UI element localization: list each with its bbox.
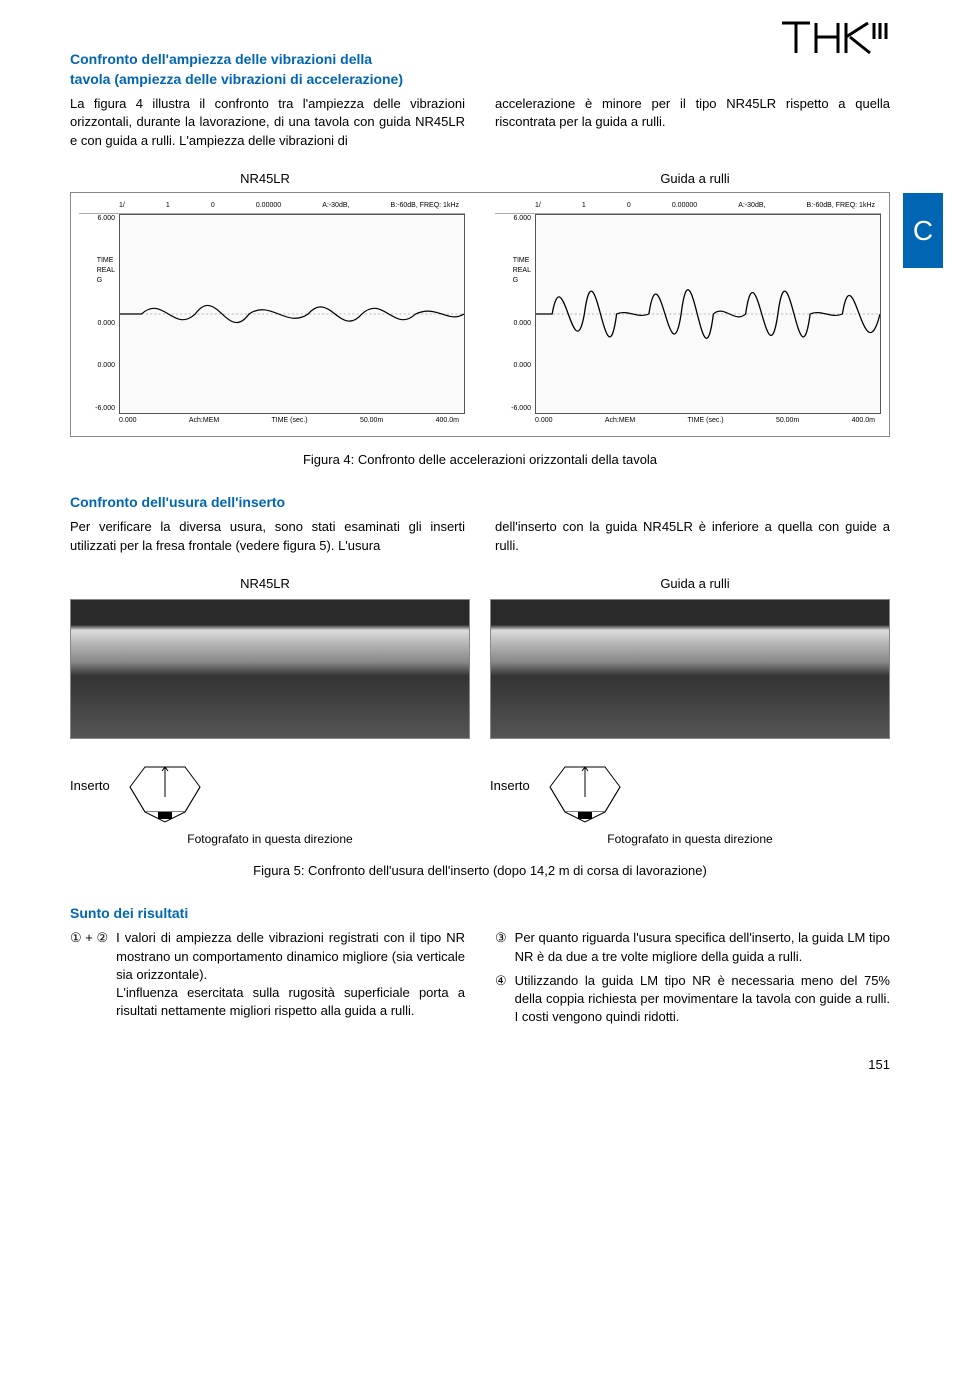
result-text-12: I valori di ampiezza delle vibrazioni re… (116, 929, 465, 1020)
result-item-12: ① + ② I valori di ampiezza delle vibrazi… (70, 929, 465, 1020)
result-item-4: ④ Utilizzando la guida LM tipo NR è nece… (495, 972, 890, 1027)
yl-bot: -6.000 (95, 404, 115, 414)
section2-para-left: Per verificare la diversa usura, sono st… (70, 518, 465, 554)
ctr0: 1/ (535, 201, 541, 211)
insert-label-left: Inserto (70, 757, 110, 795)
yr-top: 6.000 (513, 214, 531, 224)
insert-right: Inserto (490, 757, 890, 827)
ctr4: A:-30dB, (738, 201, 765, 211)
insert-diagram-right (540, 757, 630, 827)
section2-para-right: dell'inserto con la guida NR45LR è infer… (495, 518, 890, 554)
section1-title: Confronto dell'ampiezza delle vibrazioni… (70, 50, 890, 89)
photo-dir-right: Fotografato in questa direzione (490, 831, 890, 848)
insert-diagram-left (120, 757, 210, 827)
page-number: 151 (70, 1056, 890, 1074)
chart-right-label: Guida a rulli (500, 170, 890, 188)
result-text-3: Per quanto riguarda l'usura specifica de… (515, 929, 890, 965)
cbr0: 0.000 (535, 416, 553, 426)
result-item-3: ③ Per quanto riguarda l'usura specifica … (495, 929, 890, 965)
yr-bot: -6.000 (511, 404, 531, 414)
figure4-charts: C 1/ 1 0 0.00000 A:-30dB, B:-60dB, FREQ:… (70, 192, 890, 437)
cbr2: TIME (sec.) (687, 416, 723, 426)
section1-title-line2: tavola (ampiezza delle vibrazioni di acc… (70, 71, 403, 87)
yl-z1: 0.000 (97, 319, 115, 329)
figure5-caption: Figura 5: Confronto dell'usura dell'inse… (70, 862, 890, 880)
chart-left-ylabels: 6.000 TIME REAL G 0.000 0.000 -6.000 (79, 214, 119, 414)
chart-left-top: 1/ 1 0 0.00000 A:-30dB, B:-60dB, FREQ: 1… (79, 201, 465, 214)
results-columns: ① + ② I valori di ampiezza delle vibrazi… (70, 929, 890, 1032)
ctr2: 0 (627, 201, 631, 211)
yr-z1: 0.000 (513, 319, 531, 329)
photo-direction-row: Fotografato in questa direzione Fotograf… (70, 831, 890, 848)
cbl4: 400.0m (436, 416, 459, 426)
cbr3: 50.00m (776, 416, 799, 426)
result-text-4: Utilizzando la guida LM tipo NR è necess… (515, 972, 890, 1027)
chart-right-bottom: 0.000 Ach:MEM TIME (sec.) 50.00m 400.0m (495, 414, 881, 426)
yl-z2: 0.000 (97, 361, 115, 371)
cbl1: Ach:MEM (189, 416, 219, 426)
chart-right-top: 1/ 1 0 0.00000 A:-30dB, B:-60dB, FREQ: 1… (495, 201, 881, 214)
chart-headers: NR45LR Guida a rulli (70, 170, 890, 188)
figure5-photos (70, 599, 890, 739)
section-tab: C (903, 193, 943, 268)
photo-headers: NR45LR Guida a rulli (70, 575, 890, 593)
result-num-4: ④ (495, 972, 507, 1027)
insert-left: Inserto (70, 757, 470, 827)
yl-title: TIME REAL G (97, 256, 115, 285)
section1-para-left: La figura 4 illustra il confronto tra l'… (70, 95, 465, 150)
cbl2: TIME (sec.) (271, 416, 307, 426)
photo-left-label: NR45LR (70, 575, 460, 593)
results-heading: Sunto dei risultati (70, 904, 890, 924)
chart-left-label: NR45LR (70, 170, 460, 188)
chart-right-ylabels: 6.000 TIME REAL G 0.000 0.000 -6.000 (495, 214, 535, 414)
ctr3: 0.00000 (672, 201, 697, 211)
yl-top: 6.000 (97, 214, 115, 224)
result-num-3: ③ (495, 929, 507, 965)
photo-right-label: Guida a rulli (500, 575, 890, 593)
section2-body: Per verificare la diversa usura, sono st… (70, 518, 890, 554)
ctl0: 1/ (119, 201, 125, 211)
ctr5: B:-60dB, FREQ: 1kHz (807, 201, 875, 211)
chart-left-plot (119, 214, 465, 414)
chart-right-plot (535, 214, 881, 414)
insert-label-right: Inserto (490, 757, 530, 795)
ctl1: 1 (166, 201, 170, 211)
yr-z2: 0.000 (513, 361, 531, 371)
ctl4: A:-30dB, (322, 201, 349, 211)
cbl0: 0.000 (119, 416, 137, 426)
chart-left-bottom: 0.000 Ach:MEM TIME (sec.) 50.00m 400.0m (79, 414, 465, 426)
result-num-12: ① + ② (70, 929, 108, 1020)
cbr4: 400.0m (852, 416, 875, 426)
ctl3: 0.00000 (256, 201, 281, 211)
section1-para-right: accelerazione è minore per il tipo NR45L… (495, 95, 890, 131)
insert-diagrams-row: Inserto Inserto (70, 757, 890, 827)
figure4-caption: Figura 4: Confronto delle accelerazioni … (70, 451, 890, 469)
chart-right-panel: 1/ 1 0 0.00000 A:-30dB, B:-60dB, FREQ: 1… (495, 201, 881, 426)
yr-title: TIME REAL G (513, 256, 531, 285)
section1-title-line1: Confronto dell'ampiezza delle vibrazioni… (70, 51, 372, 67)
photo-right (490, 599, 890, 739)
photo-left (70, 599, 470, 739)
brand-logo (780, 15, 890, 62)
cbr1: Ach:MEM (605, 416, 635, 426)
ctl5: B:-60dB, FREQ: 1kHz (391, 201, 459, 211)
section1-body: La figura 4 illustra il confronto tra l'… (70, 95, 890, 150)
ctl2: 0 (211, 201, 215, 211)
cbl3: 50.00m (360, 416, 383, 426)
photo-dir-left: Fotografato in questa direzione (70, 831, 470, 848)
ctr1: 1 (582, 201, 586, 211)
chart-left-panel: 1/ 1 0 0.00000 A:-30dB, B:-60dB, FREQ: 1… (79, 201, 465, 426)
section2-title: Confronto dell'usura dell'inserto (70, 493, 890, 513)
